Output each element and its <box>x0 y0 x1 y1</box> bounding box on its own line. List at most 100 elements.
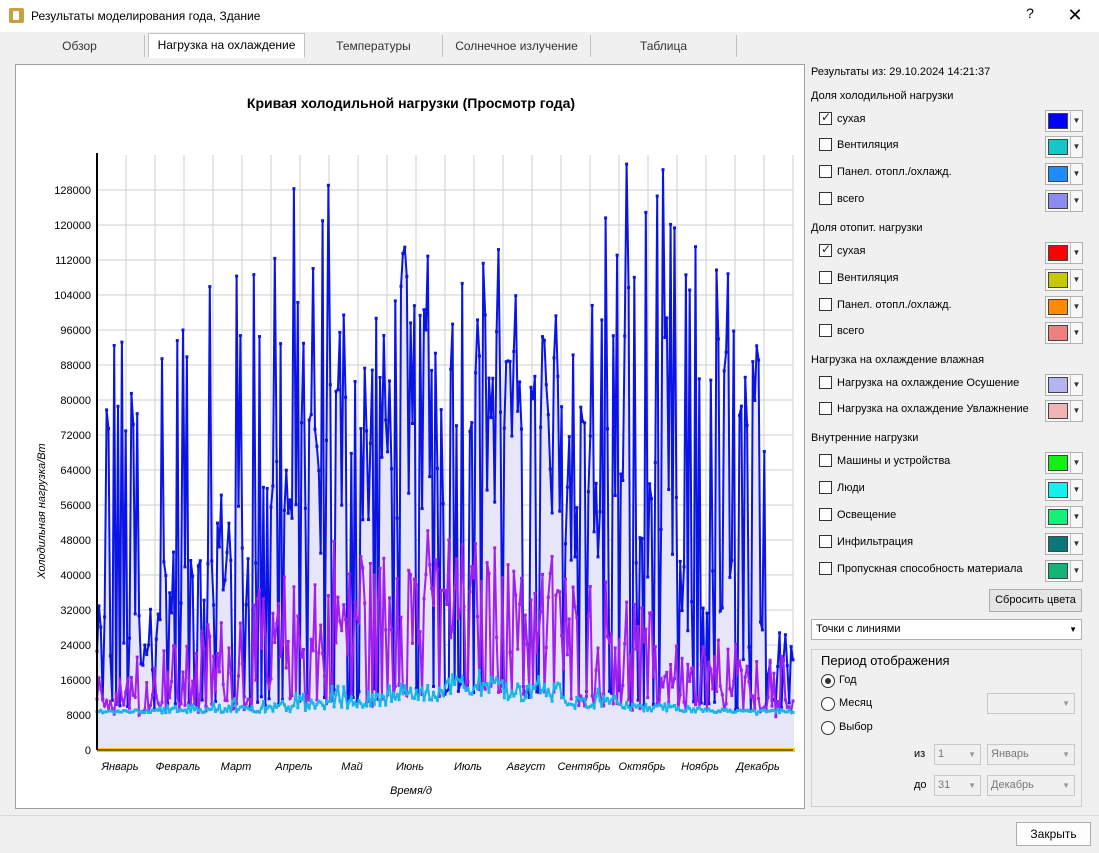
color-picker-button[interactable]: ▼ <box>1045 269 1083 291</box>
cooling-dry-series-point <box>152 707 156 711</box>
close-window-button[interactable]: ✕ <box>1067 5 1083 25</box>
series-checkbox[interactable] <box>819 454 832 467</box>
color-picker-button[interactable]: ▼ <box>1045 479 1083 501</box>
series-checkbox[interactable] <box>819 535 832 548</box>
series-checkbox[interactable] <box>819 508 832 521</box>
infiltration-series-point <box>238 705 242 709</box>
reset-colors-button[interactable]: Сбросить цвета <box>989 589 1082 612</box>
infiltration-series-point <box>701 710 705 713</box>
series-checkbox[interactable] <box>819 324 832 337</box>
color-picker-button[interactable]: ▼ <box>1045 322 1083 344</box>
series-checkbox[interactable] <box>819 271 832 284</box>
tab-table[interactable]: Таблица <box>591 35 737 57</box>
infiltration-series-point <box>395 693 399 697</box>
series-checkbox[interactable] <box>819 481 832 494</box>
color-picker-button[interactable]: ▼ <box>1045 452 1083 474</box>
series-row: всего ▼ <box>819 190 1083 212</box>
cooling-load-plot[interactable]: 0 8000 16000 24000 32000 40000 48000 56000 64000… <box>16 65 806 810</box>
cooling-dry-series-point <box>604 216 608 220</box>
series-checkbox[interactable] <box>819 562 832 575</box>
cooling-dry-series-point <box>386 450 390 454</box>
infiltration-series-point <box>325 699 328 703</box>
tab-cooling-load[interactable]: Нагрузка на охлаждение <box>148 33 305 58</box>
cooling-dry-series-point <box>206 562 210 566</box>
radio-selection[interactable] <box>821 721 835 735</box>
cooling-dry-series-point <box>202 598 206 602</box>
color-picker-button[interactable]: ▼ <box>1045 242 1083 264</box>
heating-dry-series-point <box>261 597 265 601</box>
infiltration-series-point <box>447 677 451 681</box>
color-picker-button[interactable]: ▼ <box>1045 190 1083 212</box>
heating-dry-series-point <box>451 626 455 629</box>
heating-dry-series-point <box>168 696 172 700</box>
radio-month[interactable] <box>821 697 835 711</box>
color-picker-button[interactable]: ▼ <box>1045 163 1083 185</box>
from-day-select[interactable]: 1 ▼ <box>934 744 981 765</box>
close-dialog-button[interactable]: Закрыть <box>1016 822 1091 846</box>
heating-dry-series-point <box>412 577 416 581</box>
infiltration-series-point <box>565 703 569 707</box>
heating-dry-series-point <box>533 592 537 595</box>
cooling-dry-series-point <box>395 516 399 520</box>
display-mode-select[interactable]: Точки с линиями ▼ <box>811 619 1082 640</box>
heating-dry-series-point <box>634 647 638 651</box>
infiltration-series-point <box>328 700 332 703</box>
color-picker-button[interactable]: ▼ <box>1045 533 1083 555</box>
heating-dry-series-point <box>734 642 738 646</box>
month-select[interactable]: ▼ <box>987 693 1075 714</box>
series-checkbox[interactable] <box>819 298 832 311</box>
cooling-dry-series-point <box>640 536 644 540</box>
infiltration-series-point <box>590 703 594 707</box>
to-month-select[interactable]: Декабрь ▼ <box>987 775 1075 796</box>
infiltration-series-point <box>300 698 304 701</box>
tab-solar-radiation[interactable]: Солнечное излучение <box>443 35 591 57</box>
heating-dry-series-point <box>152 666 156 670</box>
infiltration-series-point <box>397 698 401 702</box>
series-checkbox[interactable] <box>819 138 832 151</box>
to-day-select[interactable]: 31 ▼ <box>934 775 981 796</box>
color-picker-button[interactable]: ▼ <box>1045 296 1083 318</box>
color-picker-button[interactable]: ▼ <box>1045 110 1083 132</box>
heating-dry-series-point <box>739 668 743 672</box>
tab-overview[interactable]: Обзор <box>15 35 145 57</box>
infiltration-series-point <box>194 706 198 710</box>
cooling-dry-series-point <box>393 299 397 303</box>
radio-year[interactable] <box>821 674 835 688</box>
infiltration-series-point <box>671 704 674 708</box>
heating-dry-series-point <box>248 698 252 701</box>
series-checkbox[interactable] <box>819 402 832 415</box>
heating-dry-series-point <box>690 666 694 670</box>
color-picker-button[interactable]: ▼ <box>1045 400 1083 422</box>
infiltration-series-point <box>296 706 300 710</box>
heating-dry-series-point <box>202 647 206 651</box>
series-checkbox[interactable] <box>819 242 832 257</box>
heating-dry-series-point <box>198 692 202 696</box>
color-picker-button[interactable]: ▼ <box>1045 560 1083 582</box>
series-label: всего <box>837 325 865 337</box>
infiltration-series-point <box>143 711 147 715</box>
cooling-dry-series-point <box>722 369 726 373</box>
from-month-select[interactable]: Январь ▼ <box>987 744 1075 765</box>
cooling-dry-series-point <box>112 344 116 347</box>
infiltration-series-point <box>456 678 460 682</box>
series-checkbox[interactable] <box>819 110 832 125</box>
to-label: до <box>914 779 927 791</box>
help-button[interactable]: ? <box>1026 5 1034 21</box>
tab-temperatures[interactable]: Температуры <box>305 35 443 57</box>
color-picker-button[interactable]: ▼ <box>1045 374 1083 396</box>
color-picker-button[interactable]: ▼ <box>1045 136 1083 158</box>
to-month-value: Декабрь <box>991 779 1034 791</box>
chart-title: Кривая холодильной нагрузки (Просмотр го… <box>246 95 576 111</box>
infiltration-series-point <box>606 697 609 700</box>
series-checkbox[interactable] <box>819 192 832 205</box>
cooling-dry-series-point <box>420 507 424 510</box>
color-picker-button[interactable]: ▼ <box>1045 506 1083 528</box>
series-checkbox[interactable] <box>819 376 832 389</box>
cooling-dry-series-point <box>472 691 476 694</box>
infiltration-series-point <box>229 709 233 713</box>
series-checkbox[interactable] <box>819 165 832 178</box>
heating-dry-series-point <box>514 593 518 597</box>
infiltration-series-point <box>200 710 204 714</box>
infiltration-series-point <box>468 692 472 696</box>
infiltration-series-point <box>692 707 696 711</box>
